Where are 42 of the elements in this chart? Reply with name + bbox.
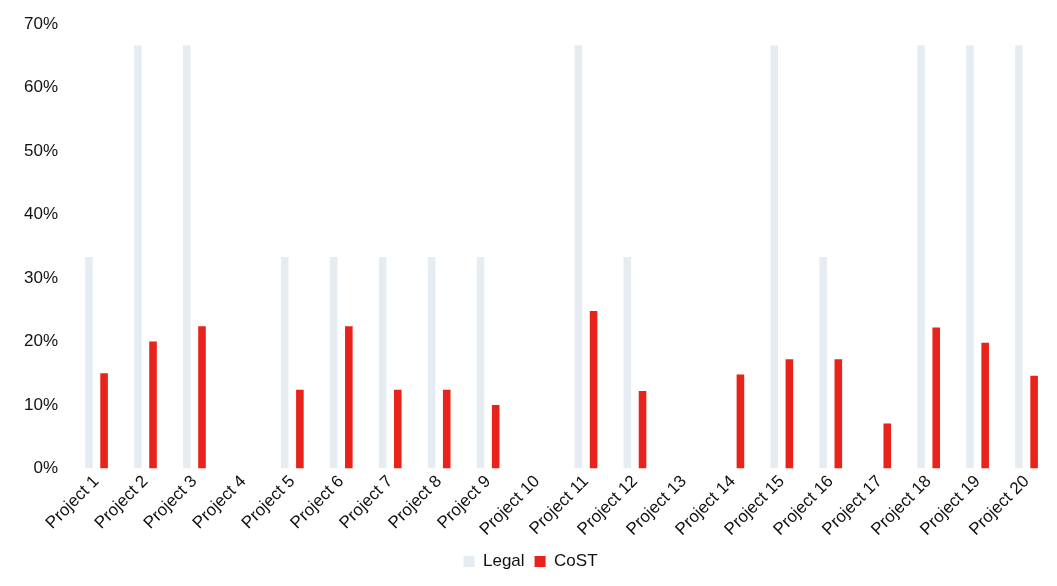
bar [393,389,402,469]
y-tick-label: 50% [23,140,59,160]
bar [917,45,925,469]
y-tick-label: 60% [23,77,59,97]
bar [574,45,583,469]
y-tick-label: 40% [23,204,59,224]
bar [100,373,108,469]
legend-label: CoST [554,551,598,571]
bar [1015,45,1023,469]
bar [296,389,304,469]
bar [1030,375,1038,469]
bar [345,326,353,469]
bar [442,389,451,469]
bar [329,257,338,469]
bar [819,257,827,469]
bar [476,257,485,469]
bar [280,257,289,469]
bar [183,45,191,469]
bar [134,45,142,469]
bar [981,342,989,469]
y-tick-label: 30% [23,267,59,287]
y-tick-label: 10% [23,394,59,414]
bar [932,327,941,469]
y-tick-label: 70% [23,13,59,33]
bar [85,257,93,469]
bar [736,374,745,469]
bar [378,257,387,469]
bar [149,341,157,469]
bar [966,45,974,469]
bar [785,359,794,469]
bar [491,404,500,469]
bar [427,257,436,469]
bar [589,311,598,469]
bar [623,257,632,469]
bar [834,359,843,469]
legend-label: Legal [482,551,525,571]
y-tick-label: 0% [33,458,59,478]
y-tick-label: 20% [23,331,59,351]
bar [638,391,647,469]
bar [770,45,778,469]
bar [883,423,892,469]
bar [198,326,206,469]
